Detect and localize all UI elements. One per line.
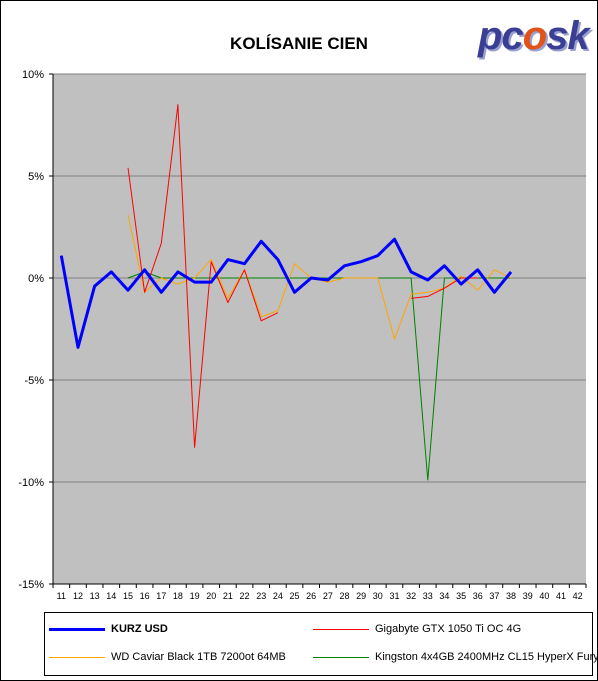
y-tick-label: -10% xyxy=(18,477,44,489)
legend-swatch xyxy=(49,627,105,631)
x-tick-label: 28 xyxy=(339,591,349,601)
x-tick-label: 35 xyxy=(456,591,466,601)
x-tick-label: 25 xyxy=(290,591,300,601)
x-tick-label: 39 xyxy=(523,591,533,601)
x-tick-label: 15 xyxy=(123,591,133,601)
x-tick-label: 29 xyxy=(356,591,366,601)
x-tick-label: 11 xyxy=(57,591,66,601)
legend-swatch xyxy=(313,656,369,658)
x-tick-label: 20 xyxy=(206,591,216,601)
logo-flame-o: o xyxy=(522,14,547,58)
legend-item-gigabyte: Gigabyte GTX 1050 Ti OC 4G xyxy=(313,621,521,637)
y-tick-label: 5% xyxy=(28,171,44,183)
legend-label: Gigabyte GTX 1050 Ti OC 4G xyxy=(375,623,522,635)
x-tick-label: 40 xyxy=(539,591,549,601)
legend-item-wd-caviar: WD Caviar Black 1TB 7200ot 64MB xyxy=(49,649,286,665)
x-tick-label: 33 xyxy=(423,591,433,601)
line-chart: 10% 5% 0% -5% -10% -15% 11 12 13 14 15 16 17 18 19 20 2… xyxy=(18,69,587,601)
series-line-0 xyxy=(59,237,513,349)
legend: KURZ USD Gigabyte GTX 1050 Ti OC 4G WD C… xyxy=(44,612,598,676)
x-tick-label: 38 xyxy=(506,591,516,601)
series-line-1 xyxy=(127,104,279,448)
x-tick-label: 32 xyxy=(406,591,416,601)
x-tick-label: 23 xyxy=(256,591,266,601)
x-tick-label: 31 xyxy=(389,591,399,601)
x-tick-label: 34 xyxy=(439,591,449,601)
x-tick-label: 24 xyxy=(273,591,283,601)
x-tick-label: 12 xyxy=(73,591,83,601)
legend-item-kingston: Kingston 4x4GB 2400MHz CL15 HyperX Fury xyxy=(313,649,598,665)
x-tick-label: 42 xyxy=(573,591,583,601)
legend-label: WD Caviar Black 1TB 7200ot 64MB xyxy=(111,651,286,663)
x-tick-label: 17 xyxy=(156,591,166,601)
y-tick-label: -5% xyxy=(24,375,44,387)
x-tick-label: 26 xyxy=(306,591,316,601)
legend-label: Kingston 4x4GB 2400MHz CL15 HyperX Fury xyxy=(375,651,598,663)
x-tick-label: 14 xyxy=(106,591,116,601)
legend-item-kurz-usd: KURZ USD xyxy=(49,621,168,637)
legend-label: KURZ USD xyxy=(111,623,168,635)
x-tick-label: 18 xyxy=(173,591,183,601)
logo-text-start: pc xyxy=(478,14,524,58)
x-tick-label: 30 xyxy=(373,591,383,601)
axes xyxy=(49,73,587,588)
pcosk-logo: pcosk xyxy=(478,14,590,59)
logo-text-end: sk xyxy=(546,14,589,58)
x-tick-label: 13 xyxy=(90,591,100,601)
y-tick-labels: 10% 5% 0% -5% -10% -15% xyxy=(18,69,44,591)
x-tick-label: 41 xyxy=(556,591,566,601)
x-tick-labels: 11 12 13 14 15 16 17 18 19 20 21 22 23 24 25 26 27 28 29 30… xyxy=(57,591,583,601)
x-tick-label: 27 xyxy=(323,591,333,601)
x-tick-label: 22 xyxy=(240,591,250,601)
x-tick-label: 36 xyxy=(473,591,483,601)
series-lines xyxy=(59,104,513,481)
y-tick-label: 0% xyxy=(28,273,44,285)
x-tick-label: 21 xyxy=(223,591,233,601)
x-tick-label: 37 xyxy=(489,591,499,601)
chart-title: KOLÍSANIE CIEN xyxy=(230,34,368,53)
legend-swatch xyxy=(313,628,369,630)
plot-area xyxy=(53,74,586,584)
x-tick-label: 19 xyxy=(190,591,200,601)
legend-swatch xyxy=(49,656,105,658)
y-tick-label: 10% xyxy=(22,69,44,81)
y-tick-label: -15% xyxy=(18,579,44,591)
x-tick-label: 16 xyxy=(140,591,150,601)
